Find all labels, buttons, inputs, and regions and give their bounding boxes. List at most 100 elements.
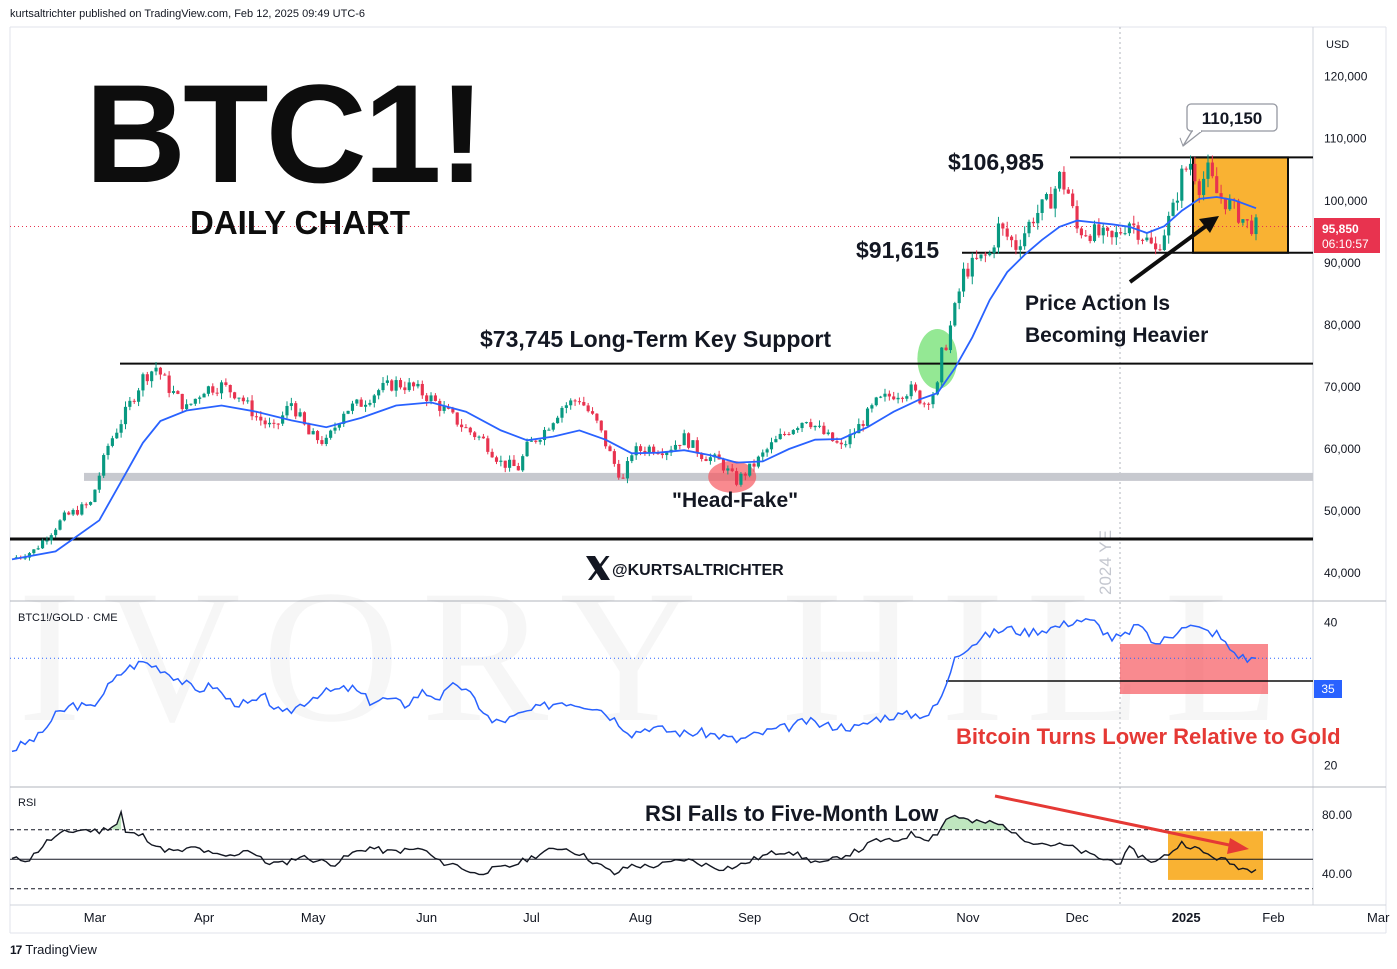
candle-body [189, 403, 193, 405]
candle-body [45, 540, 49, 542]
ratio-annotation: Bitcoin Turns Lower Relative to Gold [956, 724, 1341, 749]
candle-body [442, 406, 446, 411]
candle-body [233, 392, 237, 399]
candle-body [887, 393, 891, 397]
candle-body [403, 387, 407, 391]
candle-body [748, 463, 752, 476]
candle-body [420, 383, 424, 396]
candle-body [1210, 162, 1214, 177]
candle-body [455, 412, 459, 425]
time-tick-label: May [301, 910, 326, 925]
candle-body [617, 463, 621, 478]
candle-body [154, 367, 158, 372]
candle-body [1036, 212, 1040, 224]
candle-body [407, 382, 411, 391]
candle-body [198, 397, 202, 399]
candle-body [1119, 232, 1123, 234]
candle-body [638, 446, 643, 451]
candle-body [957, 291, 961, 304]
candle-body [529, 440, 533, 442]
candle-body [145, 374, 149, 382]
social-handle: @KURTSALTRICHTER [586, 556, 784, 580]
candle-body [708, 457, 712, 462]
candle-body [381, 382, 385, 391]
candle-body [32, 549, 36, 554]
candle-body [774, 439, 778, 443]
candle-body [398, 380, 403, 388]
candle-body [477, 436, 481, 438]
candle-body [128, 400, 132, 407]
candle-body [538, 440, 542, 442]
candle-body [1079, 228, 1083, 236]
candle-body [276, 423, 280, 425]
candle-body [71, 509, 75, 515]
candle-body [682, 433, 686, 446]
candle-body [665, 452, 669, 456]
candle-body [1202, 178, 1206, 196]
candle-body [988, 252, 992, 256]
candle-body [1145, 237, 1149, 241]
time-tick-label: Feb [1262, 910, 1284, 925]
candle-body [185, 404, 189, 410]
candle-body [1132, 223, 1136, 226]
candle-body [1088, 235, 1092, 242]
candle-body [865, 408, 870, 426]
candle-body [1097, 224, 1101, 236]
candle-body [686, 433, 691, 448]
candle-body [940, 347, 944, 383]
time-tick-label: Nov [956, 910, 980, 925]
candle-body [285, 405, 289, 416]
candle-body [1206, 162, 1210, 179]
candle-body [1245, 219, 1249, 221]
peak-leader [1179, 137, 1184, 147]
head-fake-highlight [708, 460, 757, 493]
candle-body [263, 420, 267, 425]
candle-body [355, 399, 359, 404]
candle-body [905, 396, 909, 399]
heavier-arrow [1128, 216, 1219, 284]
candles [14, 154, 1258, 561]
candle-body [88, 502, 93, 505]
candle-body [817, 425, 822, 427]
candle-body [1236, 200, 1241, 223]
candle-body [62, 512, 66, 521]
candle-body [346, 410, 350, 414]
ratio-highlights [10, 644, 1313, 694]
time-tick-label: Jul [523, 910, 540, 925]
candle-body [141, 374, 145, 391]
candle-body [879, 396, 883, 398]
rsi-tick-label: 80.00 [1322, 808, 1352, 822]
candle-body [390, 380, 394, 391]
candle-body [643, 450, 647, 453]
candle-body [861, 424, 865, 426]
candle-body [1162, 235, 1166, 251]
candle-body [350, 403, 355, 411]
candle-body [137, 390, 141, 402]
candle-body [412, 382, 416, 387]
candle-body [608, 446, 612, 452]
rsi-red-arrow [994, 794, 1249, 854]
price-tick-label: 50,000 [1324, 504, 1361, 518]
candle-body [394, 380, 398, 391]
candle-body [630, 455, 634, 462]
price-tick-label: 110,000 [1324, 132, 1367, 146]
candle-body [564, 405, 568, 408]
candle-body [883, 393, 887, 397]
candle-body [93, 489, 97, 503]
candle-body [595, 413, 599, 421]
candle-body [752, 463, 756, 467]
candle-body [966, 268, 970, 277]
candle-body [1023, 233, 1027, 247]
candle-body [40, 540, 45, 549]
candle-body [494, 457, 499, 462]
candle-body [1215, 176, 1219, 194]
candle-body [481, 436, 485, 439]
candle-body [468, 427, 472, 433]
ratio-series-line [11, 617, 1257, 753]
footer: 17 TradingView [10, 942, 97, 957]
candle-body [1149, 237, 1153, 244]
candle-body [726, 468, 730, 471]
time-tick-label: 2025 [1172, 910, 1201, 925]
candle-body [1188, 163, 1193, 170]
candle-body [464, 427, 468, 429]
